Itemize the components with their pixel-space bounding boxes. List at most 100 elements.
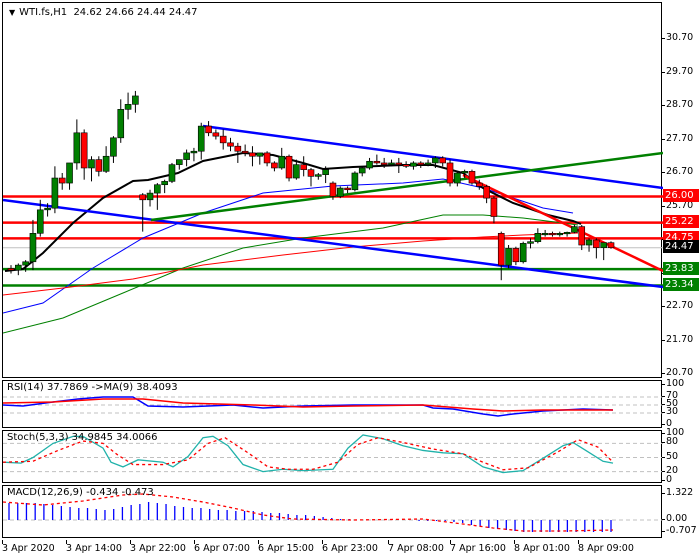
price-scale[interactable]: 30.7029.7028.7027.7026.7025.7024.7023.70… — [661, 2, 700, 378]
candle[interactable] — [549, 231, 556, 237]
candle[interactable] — [395, 157, 403, 173]
candle[interactable] — [110, 136, 117, 163]
candle[interactable] — [36, 199, 44, 237]
main-chart-pane[interactable]: ▼ WTI.fs,H1 24.62 24.66 24.44 24.47 — [2, 2, 663, 379]
candle[interactable] — [454, 171, 461, 187]
candle[interactable] — [117, 99, 125, 143]
candle[interactable] — [600, 242, 607, 261]
candle[interactable] — [278, 147, 286, 170]
stochastic-title: Stoch(5,3,3) 34.9845 34.0066 — [7, 432, 158, 443]
candle[interactable] — [388, 159, 395, 167]
time-axis[interactable]: 3 Apr 2020 3 Apr 14:00 3 Apr 22:00 6 Apr 07… — [0, 540, 662, 560]
rsi-tick: 100 — [661, 378, 685, 389]
candle[interactable] — [51, 166, 59, 214]
candle[interactable] — [154, 183, 161, 210]
candle[interactable] — [336, 186, 344, 199]
candle[interactable] — [417, 161, 425, 168]
candle[interactable] — [322, 166, 329, 184]
candle[interactable] — [380, 157, 388, 168]
candle[interactable] — [424, 159, 432, 167]
candle[interactable] — [146, 189, 154, 207]
candle[interactable] — [300, 156, 307, 177]
rsi-tick: 50 — [661, 398, 679, 409]
candle[interactable] — [66, 162, 73, 190]
channel-lower-trendline[interactable] — [3, 198, 663, 289]
candle[interactable] — [15, 263, 22, 276]
candle[interactable] — [461, 169, 468, 179]
candle[interactable] — [607, 241, 615, 249]
candle[interactable] — [102, 146, 110, 173]
candle[interactable] — [197, 122, 205, 160]
candle[interactable] — [571, 224, 578, 234]
macd-tick: 1.322 — [661, 487, 694, 498]
candle[interactable] — [358, 166, 366, 177]
candle[interactable] — [249, 146, 256, 167]
candle[interactable] — [73, 119, 81, 170]
candle[interactable] — [432, 156, 439, 168]
descending-red-trendline[interactable] — [462, 173, 663, 273]
candle[interactable] — [44, 203, 51, 217]
candle[interactable] — [512, 246, 520, 266]
candle[interactable] — [219, 129, 227, 150]
candle[interactable] — [58, 173, 66, 190]
price-chart-canvas[interactable] — [3, 3, 663, 379]
candle[interactable] — [315, 173, 322, 180]
channel-upper-trendline[interactable] — [202, 124, 663, 190]
candle[interactable] — [351, 171, 359, 192]
candle[interactable] — [183, 149, 190, 167]
candle[interactable] — [366, 157, 373, 170]
candle[interactable] — [293, 159, 300, 180]
candle[interactable] — [446, 159, 454, 187]
candle[interactable] — [7, 265, 15, 274]
candle[interactable] — [344, 186, 351, 194]
candle[interactable] — [585, 238, 593, 252]
candle[interactable] — [307, 167, 315, 187]
triangle-down-icon[interactable]: ▼ — [9, 8, 16, 17]
candle[interactable] — [410, 161, 417, 170]
candle[interactable] — [563, 231, 571, 237]
candle[interactable] — [475, 179, 483, 190]
candle[interactable] — [593, 238, 600, 259]
candle[interactable] — [190, 147, 198, 162]
candle[interactable] — [241, 144, 249, 157]
candle[interactable] — [439, 156, 447, 167]
candle[interactable] — [227, 137, 234, 152]
candle[interactable] — [124, 92, 132, 120]
candle[interactable] — [285, 154, 293, 182]
candle[interactable] — [234, 142, 242, 163]
candle[interactable] — [29, 219, 37, 271]
candle[interactable] — [175, 159, 183, 170]
candle[interactable] — [161, 179, 168, 194]
candle[interactable] — [578, 224, 586, 251]
macd-pane[interactable]: MACD(12,26,9) -0.434 -0.473 — [2, 485, 663, 538]
candle[interactable] — [490, 196, 498, 224]
candle[interactable] — [132, 90, 139, 113]
candle[interactable] — [263, 151, 271, 167]
candle[interactable] — [541, 229, 549, 237]
candle[interactable] — [505, 245, 512, 269]
candle[interactable] — [373, 154, 381, 165]
stochastic-pane[interactable]: Stoch(5,3,3) 34.9845 34.0066 — [2, 430, 663, 483]
candle[interactable] — [468, 169, 476, 185]
candle[interactable] — [534, 228, 542, 244]
candle[interactable] — [212, 129, 220, 140]
candle[interactable] — [329, 181, 337, 200]
candle[interactable] — [256, 152, 264, 165]
candle[interactable] — [519, 241, 527, 264]
candle[interactable] — [139, 193, 147, 232]
candle[interactable] — [168, 162, 176, 184]
rising-green-trendline[interactable] — [150, 151, 663, 222]
candle[interactable] — [271, 161, 278, 172]
candle[interactable] — [556, 231, 564, 237]
candle[interactable] — [22, 260, 29, 272]
candle[interactable] — [80, 129, 88, 180]
price-tick: 27.70 — [661, 132, 694, 144]
candle[interactable] — [88, 156, 95, 182]
candle[interactable] — [95, 156, 103, 177]
candle[interactable] — [402, 161, 410, 168]
candle[interactable] — [527, 238, 534, 249]
candle[interactable] — [205, 121, 212, 137]
rsi-pane[interactable]: RSI(14) 37.7869 ->MA(9) 38.4093 — [2, 380, 663, 428]
candle[interactable] — [483, 184, 490, 204]
candle[interactable] — [497, 231, 505, 281]
